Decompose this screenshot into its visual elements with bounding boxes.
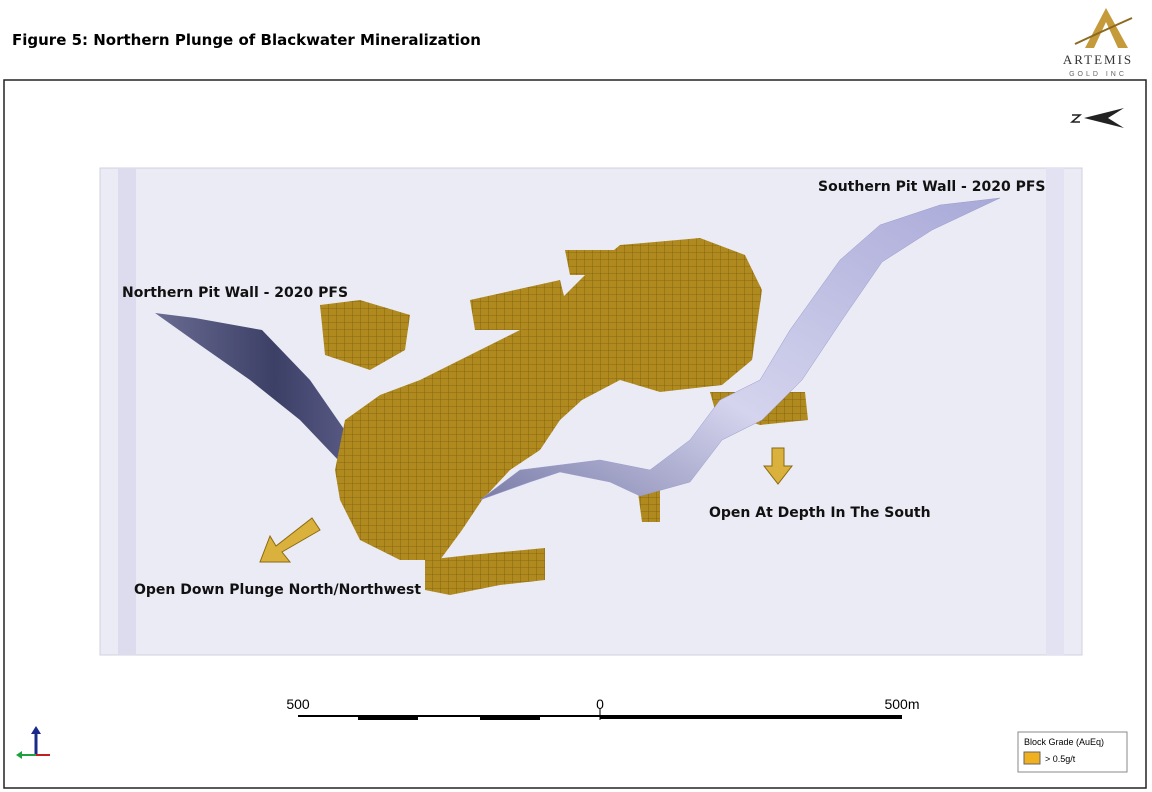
annotation: Open At Depth In The South — [709, 505, 931, 521]
legend-item: > 0.5g/t — [1045, 754, 1076, 764]
plunge-arrow — [259, 517, 321, 563]
scale-label: 500 — [286, 696, 310, 712]
scale-bar — [298, 708, 902, 720]
annotation: Southern Pit Wall - 2020 PFS — [818, 179, 1046, 195]
frame — [3, 79, 1147, 789]
logo-subtitle: GOLD INC — [1069, 71, 1127, 78]
scale-label: 500m — [884, 696, 919, 712]
logo-mark — [1085, 8, 1128, 48]
ore-body — [320, 238, 808, 595]
panel-strip — [1046, 168, 1064, 655]
scale-label: 0 — [596, 696, 604, 712]
logo-swoosh — [1074, 17, 1133, 45]
annotation: Northern Pit Wall - 2020 PFS — [122, 285, 348, 301]
figure-title: Figure 5: Northern Plunge of Blackwater … — [12, 31, 481, 49]
depth-arrow — [762, 447, 794, 485]
panel-strip — [118, 168, 136, 655]
north-arrow — [1070, 108, 1124, 128]
view-panel — [99, 167, 1083, 656]
legend-title: Block Grade (AuEq) — [1024, 737, 1104, 747]
legend-swatch — [1023, 751, 1041, 765]
logo: ARTEMIS GOLD INC — [1063, 8, 1133, 78]
axis-triad — [16, 726, 50, 759]
southern-pit-wall — [479, 197, 1001, 501]
logo-name: ARTEMIS — [1063, 52, 1133, 67]
annotation: Open Down Plunge North/Northwest — [134, 582, 421, 598]
northern-pit-wall — [155, 313, 355, 462]
